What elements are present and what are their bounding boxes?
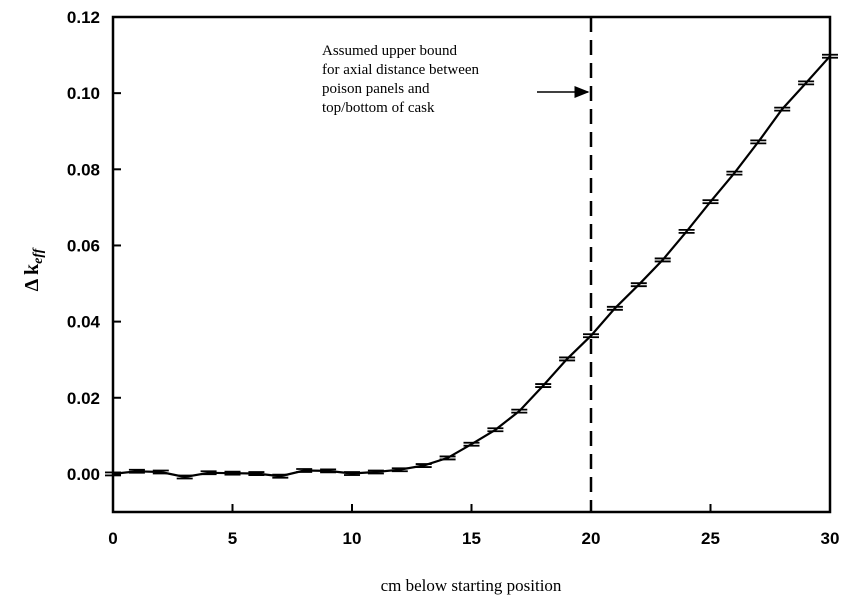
data-point [726, 170, 743, 176]
x-tick-label: 0 [108, 529, 117, 548]
data-point [415, 463, 432, 468]
y-tick-label: 0.04 [67, 313, 101, 332]
y-tick-label: 0.06 [67, 236, 100, 255]
data-point [272, 473, 289, 479]
data-point [702, 199, 719, 205]
annotation: Assumed upper bound for axial distance be… [322, 43, 590, 116]
data-point [128, 468, 145, 474]
y-tick-label: 0.08 [67, 160, 100, 179]
data-point [583, 333, 599, 339]
tick-labels: 0 5 10 15 20 25 30 0.00 0.02 0.04 0.06 0.08 0.10 0.12 [67, 8, 840, 548]
data-point [320, 468, 337, 474]
x-tick-label: 25 [701, 529, 720, 548]
data-point [678, 228, 695, 234]
data-point [391, 467, 408, 473]
x-tick-label: 15 [462, 529, 481, 548]
y-axis-title-subscript: eff [31, 247, 46, 264]
data-point [152, 469, 169, 475]
data-point [535, 383, 552, 388]
series-line [112, 55, 831, 479]
data-point [606, 305, 623, 311]
data-point [248, 471, 265, 476]
y-tick-label: 0.10 [67, 84, 100, 103]
data-point [630, 282, 647, 288]
y-tick-label: 0.12 [67, 8, 100, 27]
plot-frame [111, 15, 832, 514]
x-tick-label: 10 [343, 529, 362, 548]
data-point [439, 455, 456, 461]
data-point [367, 469, 384, 475]
data-point [487, 427, 504, 433]
data-point [296, 468, 313, 473]
x-tick-label: 30 [821, 529, 840, 548]
x-tick-label: 5 [228, 529, 237, 548]
y-axis-title: Δ keff [21, 247, 46, 291]
annotation-text-line: top/bottom of cask [322, 100, 435, 116]
data-point [200, 470, 217, 476]
data-point [774, 106, 791, 112]
y-tick-label: 0.00 [67, 465, 100, 484]
data-point [750, 139, 767, 145]
axes [111, 15, 832, 514]
data-point [224, 470, 241, 476]
annotation-text-line: Assumed upper bound [322, 43, 457, 59]
tick-marks [112, 16, 831, 512]
data-point [822, 53, 838, 59]
y-axis-title-main: Δ k [21, 263, 43, 291]
data-point [463, 441, 480, 447]
y-tick-label: 0.02 [67, 389, 100, 408]
data-point [344, 471, 360, 476]
annotation-text-line: for axial distance between [322, 62, 480, 78]
x-axis-title: cm below starting position [381, 576, 562, 595]
data-points [105, 53, 838, 480]
data-series [112, 55, 831, 479]
data-point [654, 257, 671, 263]
data-point [798, 80, 815, 86]
annotation-text-line: poison panels and [322, 81, 430, 97]
data-point [559, 356, 576, 362]
data-point [176, 474, 193, 480]
data-point [105, 471, 121, 477]
data-point [511, 408, 528, 414]
x-tick-label: 20 [582, 529, 601, 548]
